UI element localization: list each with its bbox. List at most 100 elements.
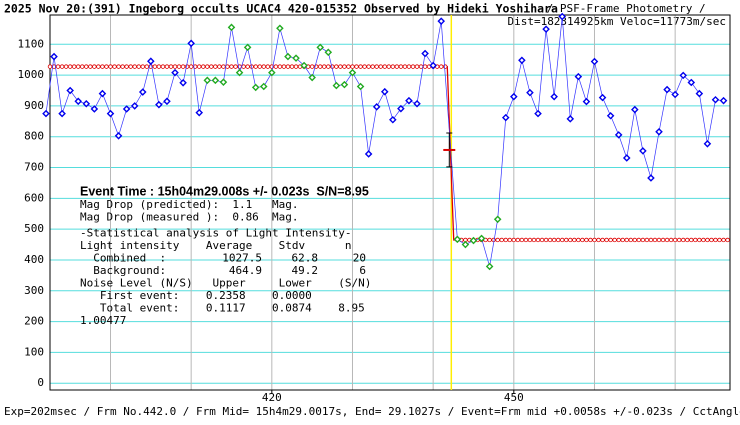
model-point — [63, 64, 69, 69]
data-point — [614, 131, 623, 139]
model-point — [443, 64, 448, 69]
data-point — [501, 113, 510, 122]
y-tick-label: 1100 — [18, 37, 45, 50]
model-point — [527, 237, 533, 243]
model-point — [717, 237, 722, 243]
model-point — [128, 64, 133, 69]
model-point — [334, 64, 339, 69]
data-line — [45, 16, 724, 267]
model-point — [495, 237, 500, 243]
data-point — [356, 82, 365, 91]
annotation: Mag Drop (measured ): 0.86 Mag. — [80, 211, 299, 224]
event-text: Event Time : 15h04m29.008s +/- 0.023s S/… — [80, 184, 369, 198]
model-point — [398, 64, 404, 69]
model-point — [309, 64, 315, 69]
data-point — [421, 49, 429, 58]
model-point — [676, 237, 682, 243]
model-point — [257, 64, 262, 69]
model-point — [120, 64, 125, 69]
stats-label: Combined : — [80, 252, 166, 265]
model-point — [652, 237, 658, 243]
data-point — [138, 88, 147, 96]
model-point — [265, 64, 270, 69]
data-point — [397, 104, 405, 113]
data-point — [550, 92, 558, 101]
data-point — [155, 100, 163, 109]
stats-value: 20 — [353, 252, 366, 265]
model-point — [386, 64, 391, 69]
y-tick-label: 300 — [24, 284, 44, 297]
data-point — [308, 73, 316, 82]
model-point — [543, 237, 549, 243]
data-point — [42, 109, 50, 118]
model-point — [660, 237, 666, 243]
model-point — [378, 64, 383, 69]
data-point — [574, 72, 583, 81]
annotation: -Statistical analysis of Light Intensity… — [80, 227, 352, 240]
model-point — [100, 64, 105, 69]
model-point — [96, 64, 101, 69]
model-point — [668, 237, 674, 243]
model-point — [515, 237, 521, 243]
model-point — [725, 237, 730, 243]
y-tick-label: 600 — [24, 191, 44, 204]
model-point — [636, 237, 642, 243]
model-point — [640, 237, 646, 243]
model-point — [600, 237, 605, 243]
data-point — [671, 90, 679, 99]
data-point — [598, 93, 607, 102]
model-point — [604, 237, 609, 243]
data-point — [211, 76, 220, 85]
data-point — [348, 68, 357, 77]
data-point — [276, 24, 284, 33]
data-point — [695, 89, 704, 98]
model-point — [439, 64, 444, 69]
model-point — [685, 237, 690, 243]
model-point — [523, 237, 529, 243]
model-point — [539, 237, 545, 243]
data-point — [542, 25, 550, 33]
footer: Exp=202msec / Frm No.442.0 / Frm Mid= 15… — [4, 405, 740, 418]
data-point — [719, 96, 728, 105]
model-point — [564, 237, 569, 243]
model-point — [261, 64, 266, 69]
y-tick-label: 1000 — [18, 68, 45, 81]
chart-subtitle: Dist=182314925km Veloc=11773m/sec — [507, 15, 726, 28]
stats-value: 464.9 — [229, 264, 262, 277]
data-point — [74, 97, 83, 106]
model-point — [576, 237, 581, 243]
model-point — [221, 64, 226, 69]
model-point — [132, 64, 137, 69]
model-point — [116, 64, 121, 69]
data-point — [106, 109, 115, 118]
model-point — [318, 64, 323, 69]
data-point — [268, 68, 276, 77]
model-point — [51, 64, 57, 69]
model-point — [382, 64, 387, 69]
data-point — [437, 17, 446, 25]
data-point — [453, 235, 462, 244]
y-tick-label: 200 — [24, 315, 44, 328]
data-point — [243, 43, 252, 52]
stats-value: 62.8 — [292, 252, 319, 265]
model-point — [499, 237, 504, 243]
model-point — [88, 64, 93, 69]
model-point — [350, 64, 355, 69]
model-point — [281, 64, 287, 69]
chart-title: 2025 Nov 20:(391) Ingeborg occults UCAC4… — [4, 2, 558, 16]
data-point — [493, 215, 502, 224]
model-point — [104, 64, 109, 69]
data-point — [510, 92, 518, 101]
model-point — [241, 64, 246, 69]
model-point — [487, 237, 492, 243]
data-point — [259, 82, 268, 91]
model-point — [374, 64, 379, 69]
data-point — [58, 109, 66, 118]
model-point — [560, 237, 565, 243]
plot-frame — [49, 14, 731, 391]
data-point — [292, 54, 300, 62]
model-point — [620, 237, 625, 243]
data-point — [187, 39, 195, 48]
model-point — [342, 64, 347, 69]
x-tick-label: 420 — [262, 391, 282, 404]
